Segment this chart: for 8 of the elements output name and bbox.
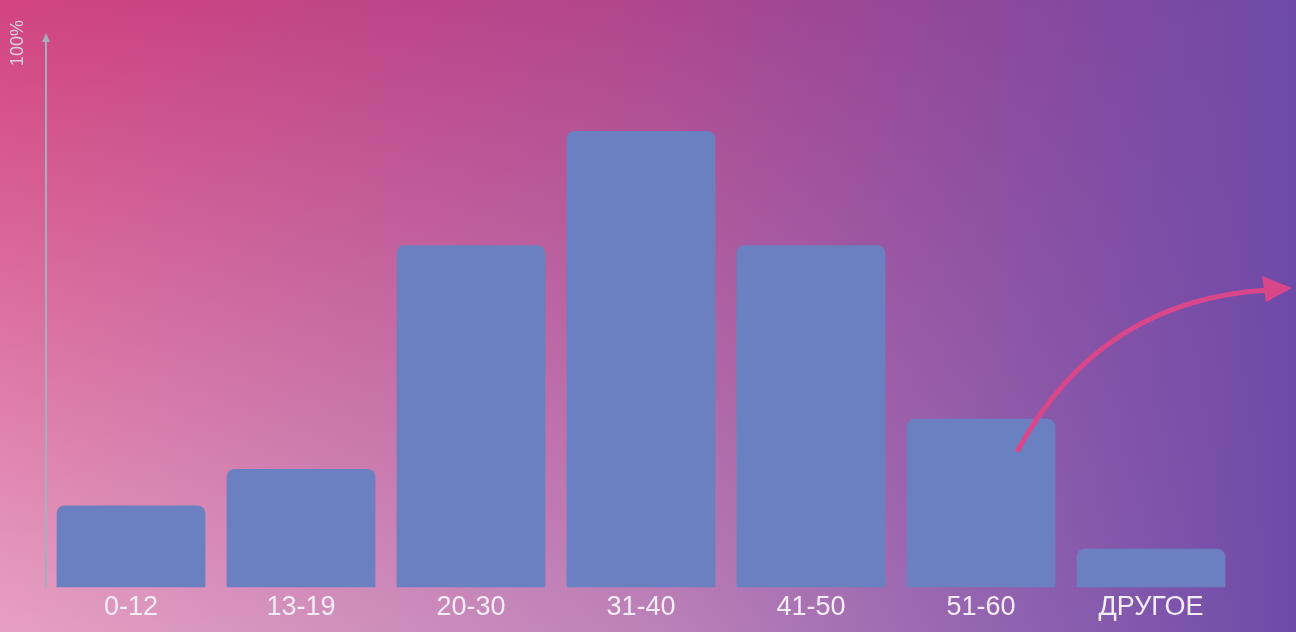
x-tick-label: 31-40 (606, 591, 676, 622)
x-tick-label: 41-50 (776, 591, 846, 622)
x-tick-label: 20-30 (436, 591, 506, 622)
y-axis-title: 100% (6, 20, 27, 67)
x-tick-label: ДРУГОЕ (1098, 591, 1204, 622)
x-tick-label: 51-60 (946, 591, 1016, 622)
x-tick-label: 13-19 (266, 591, 336, 622)
x-tick-label: 0-12 (103, 591, 159, 622)
